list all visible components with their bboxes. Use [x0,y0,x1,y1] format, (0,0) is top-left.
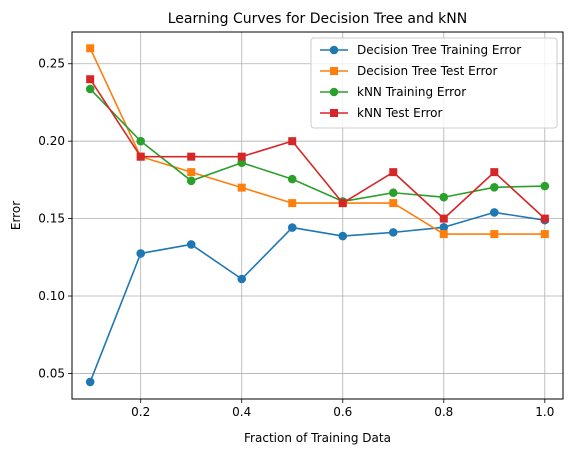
data-point [338,199,347,208]
y-tick-label: 0.25 [38,57,65,71]
data-point [490,183,499,192]
legend-entry: Decision Tree Test Error [320,64,497,78]
data-point [186,176,196,186]
data-point [237,152,246,161]
legend: Decision Tree Training Error Decision Tre… [310,37,558,129]
data-point [338,231,348,241]
legend-box [310,37,558,129]
data-point [237,274,247,284]
data-point [388,188,398,198]
x-axis-label: Fraction of Training Data [244,431,391,445]
data-point [439,222,449,232]
data-point [490,168,499,177]
data-point [187,152,196,161]
series-layer [85,44,550,387]
data-point [540,214,549,223]
data-point [287,223,297,232]
x-tick-label: 1.0 [535,405,554,419]
data-point [540,230,549,239]
legend-label: Decision Tree Training Error [357,43,521,57]
series-line [89,47,545,235]
series-line [89,88,545,203]
data-point [389,168,398,177]
series-3 [86,75,549,223]
data-point [540,181,550,191]
data-point [136,249,145,258]
data-point [86,75,95,84]
axis-ticks: 0.2 0.4 0.6 0.8 1.0 0.05 0.10 0.15 0.20 0.25 [38,57,554,419]
y-tick-label: 0.20 [38,134,65,148]
legend-label: kNN Training Error [357,85,466,99]
data-point [490,208,499,217]
y-tick-label: 0.05 [38,366,65,380]
legend-marker [329,45,339,55]
data-point [439,214,448,223]
legend-marker [329,87,339,97]
legend-marker [330,109,338,117]
data-point [237,183,246,192]
data-point [288,199,297,208]
data-point [86,44,95,53]
data-point [136,152,145,161]
data-point [136,136,145,146]
data-point [439,192,449,202]
y-tick-label: 0.15 [38,212,65,226]
legend-marker [330,67,338,75]
data-point [287,174,297,184]
y-tick-label: 0.10 [38,289,65,303]
data-point [85,377,95,387]
data-point [389,199,398,208]
data-point [186,240,196,249]
x-tick-label: 0.8 [434,405,453,419]
y-axis-label: Error [9,201,23,230]
data-point [85,84,95,94]
series-line [89,211,545,383]
x-tick-label: 0.2 [131,405,150,419]
data-point [388,228,398,237]
series-line [89,78,546,220]
data-point [288,137,297,146]
data-point [439,230,448,239]
legend-label: Decision Tree Test Error [357,64,497,78]
chart-title: Learning Curves for Decision Tree and kN… [168,11,468,27]
data-point [490,230,499,239]
x-tick-label: 0.4 [232,405,251,419]
legend-entry: Decision Tree Training Error [320,43,521,57]
data-point [187,168,196,177]
plot-frame [71,31,564,400]
x-tick-label: 0.6 [333,405,352,419]
legend-entry: kNN Test Error [320,106,442,120]
legend-label: kNN Test Error [357,106,442,120]
legend-entry: kNN Training Error [320,85,466,99]
